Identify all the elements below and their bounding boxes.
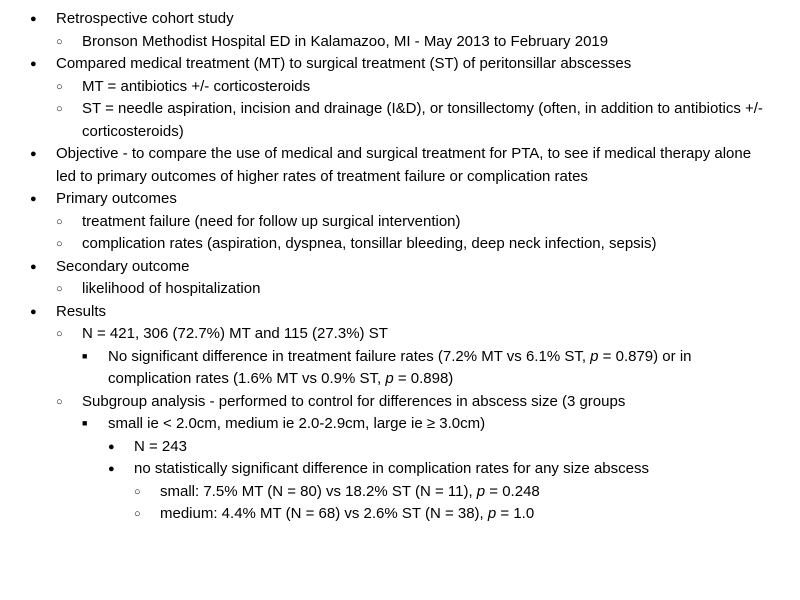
text: N = 421, 306 (72.7%) MT and 115 (27.3%) … bbox=[82, 325, 388, 342]
text: MT = antibiotics +/- corticosteroids bbox=[82, 78, 310, 95]
bullet-no-sig-diff: No significant difference in treatment f… bbox=[82, 346, 770, 391]
bullet-small: small: 7.5% MT (N = 80) vs 18.2% ST (N =… bbox=[134, 481, 770, 504]
bullet-n243: N = 243 bbox=[108, 436, 770, 459]
bullet-sizes: small ie < 2.0cm, medium ie 2.0-2.9cm, l… bbox=[82, 413, 770, 526]
p-italic: p bbox=[385, 370, 393, 387]
text: = 1.0 bbox=[496, 505, 534, 522]
text: No significant difference in treatment f… bbox=[108, 348, 590, 365]
text: Compared medical treatment (MT) to surgi… bbox=[56, 55, 631, 72]
text: = 0.898) bbox=[394, 370, 454, 387]
bullet-compared: Compared medical treatment (MT) to surgi… bbox=[30, 53, 770, 143]
bullet-no-stat-sig: no statistically significant difference … bbox=[108, 458, 770, 526]
text: Retrospective cohort study bbox=[56, 10, 234, 27]
text: small ie < 2.0cm, medium ie 2.0-2.9cm, l… bbox=[108, 415, 485, 432]
bullet-mt-def: MT = antibiotics +/- corticosteroids bbox=[56, 76, 770, 99]
text: medium: 4.4% MT (N = 68) vs 2.6% ST (N =… bbox=[160, 505, 488, 522]
text: Secondary outcome bbox=[56, 258, 189, 275]
text: N = 243 bbox=[134, 438, 187, 455]
p-italic: p bbox=[488, 505, 496, 522]
text: no statistically significant difference … bbox=[134, 460, 649, 477]
bullet-objective: Objective - to compare the use of medica… bbox=[30, 143, 770, 188]
bullet-results: Results N = 421, 306 (72.7%) MT and 115 … bbox=[30, 301, 770, 526]
bullet-complication-rates: complication rates (aspiration, dyspnea,… bbox=[56, 233, 770, 256]
bullet-medium: medium: 4.4% MT (N = 68) vs 2.6% ST (N =… bbox=[134, 503, 770, 526]
text: treatment failure (need for follow up su… bbox=[82, 213, 461, 230]
bullet-hospitalization: likelihood of hospitalization bbox=[56, 278, 770, 301]
bullet-treatment-failure: treatment failure (need for follow up su… bbox=[56, 211, 770, 234]
text: Bronson Methodist Hospital ED in Kalamaz… bbox=[82, 33, 608, 50]
bullet-bronson: Bronson Methodist Hospital ED in Kalamaz… bbox=[56, 31, 770, 54]
bullet-retrospective: Retrospective cohort study Bronson Metho… bbox=[30, 8, 770, 53]
text: ST = needle aspiration, incision and dra… bbox=[82, 100, 763, 140]
bullet-secondary-outcome: Secondary outcome likelihood of hospital… bbox=[30, 256, 770, 301]
text: Subgroup analysis - performed to control… bbox=[82, 393, 625, 410]
outline-root: Retrospective cohort study Bronson Metho… bbox=[30, 8, 770, 526]
text: = 0.248 bbox=[485, 483, 540, 500]
bullet-n421: N = 421, 306 (72.7%) MT and 115 (27.3%) … bbox=[56, 323, 770, 391]
text: Results bbox=[56, 303, 106, 320]
p-italic: p bbox=[477, 483, 485, 500]
p-italic: p bbox=[590, 348, 598, 365]
text: likelihood of hospitalization bbox=[82, 280, 260, 297]
text: Objective - to compare the use of medica… bbox=[56, 145, 751, 185]
text: Primary outcomes bbox=[56, 190, 177, 207]
bullet-st-def: ST = needle aspiration, incision and dra… bbox=[56, 98, 770, 143]
bullet-primary-outcomes: Primary outcomes treatment failure (need… bbox=[30, 188, 770, 256]
text: small: 7.5% MT (N = 80) vs 18.2% ST (N =… bbox=[160, 483, 477, 500]
bullet-subgroup: Subgroup analysis - performed to control… bbox=[56, 391, 770, 526]
text: complication rates (aspiration, dyspnea,… bbox=[82, 235, 656, 252]
